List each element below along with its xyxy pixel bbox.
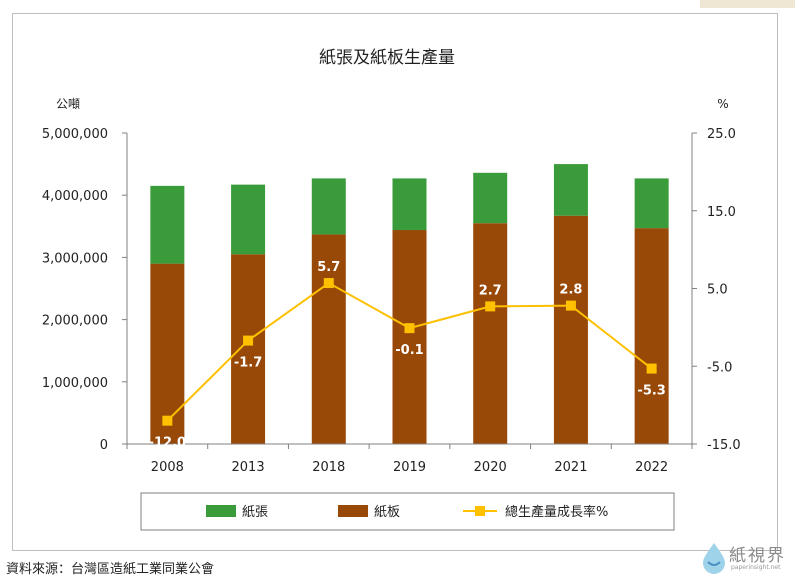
- left-tick-label: 5,000,000: [42, 127, 108, 142]
- growth-data-label-2022: -5.3: [637, 384, 665, 399]
- right-tick-label: -5.0: [707, 360, 732, 375]
- bar-layer: [150, 164, 669, 444]
- bar-paperboard-2019: [392, 230, 427, 444]
- bar-paper-2018: [311, 178, 346, 235]
- right-axis-unit: %: [717, 97, 728, 111]
- corner-decoration: [700, 0, 795, 8]
- growth-data-label-2008: -12.0: [149, 436, 186, 451]
- watermark-text: 紙視界: [729, 546, 786, 566]
- legend-marker-swatch: [475, 506, 485, 516]
- growth-marker-2021: [565, 300, 576, 311]
- bar-paperboard-2013: [231, 254, 266, 444]
- watermark-logo: 紙視界 paperinsight.net: [697, 540, 793, 574]
- axes-layer: 5,000,000 4,000,000 3,000,000 2,000,000 1,00…: [42, 127, 741, 475]
- legend-label: 紙板: [374, 505, 400, 520]
- right-tick-label: 15.0: [707, 205, 736, 220]
- growth-data-label-2013: -1.7: [234, 356, 262, 371]
- growth-marker-2019: [404, 323, 415, 334]
- legend-item-growth: 總生產量成長率%: [463, 504, 608, 520]
- bar-paper-2020: [473, 172, 508, 224]
- left-tick-label: 4,000,000: [42, 189, 108, 204]
- bar-paper-2008: [150, 185, 185, 264]
- growth-marker-2008: [162, 415, 173, 426]
- left-axis-unit: 公噸: [56, 97, 80, 111]
- x-tick-label-2020: 2020: [474, 460, 507, 475]
- growth-data-label-2020: 2.7: [479, 283, 502, 298]
- left-tick-label: 3,000,000: [42, 251, 108, 266]
- legend: 紙張 紙板 總生產量成長率%: [140, 492, 675, 531]
- bar-paper-2021: [553, 164, 588, 216]
- bar-paperboard-2008: [150, 263, 185, 444]
- bar-paperboard-2020: [473, 223, 508, 444]
- legend-item-paperboard: 紙板: [338, 505, 400, 520]
- legend-item-paper: 紙張: [206, 505, 268, 520]
- right-tick-label: -15.0: [707, 438, 741, 453]
- bar-paperboard-2018: [311, 234, 346, 444]
- bar-paperboard-2022: [634, 228, 669, 444]
- legend-label: 總生產量成長率%: [505, 504, 608, 520]
- watermark-url: paperinsight.net: [731, 564, 781, 571]
- source-note: 資料來源：台灣區造紙工業同業公會: [6, 562, 215, 577]
- bar-paperboard-2021: [553, 215, 588, 444]
- legend-color-swatch: [206, 505, 236, 517]
- legend-label: 紙張: [242, 505, 268, 520]
- watermark-drop-icon: [703, 543, 725, 574]
- x-tick-label-2019: 2019: [393, 460, 426, 475]
- bar-paper-2022: [634, 178, 669, 229]
- bar-paper-2013: [231, 184, 266, 255]
- growth-line-layer: -12.0 -1.7 5.7 -0.1 2.7 2.8 -5.3: [149, 260, 666, 451]
- chart-title: 紙張及紙板生產量: [319, 48, 455, 68]
- left-tick-label: 1,000,000: [42, 376, 108, 391]
- left-tick-label: 2,000,000: [42, 314, 108, 329]
- growth-data-label-2018: 5.7: [317, 260, 340, 275]
- right-tick-label: 25.0: [707, 127, 736, 142]
- left-tick-label: 0: [100, 438, 108, 453]
- growth-marker-2020: [485, 301, 496, 312]
- growth-data-label-2021: 2.8: [559, 283, 582, 298]
- x-tick-label-2018: 2018: [312, 460, 345, 475]
- growth-marker-2022: [646, 363, 657, 374]
- x-tick-label-2022: 2022: [635, 460, 668, 475]
- x-tick-label-2013: 2013: [232, 460, 265, 475]
- growth-data-label-2019: -0.1: [395, 343, 423, 358]
- x-tick-label-2008: 2008: [151, 460, 184, 475]
- x-tick-label-2021: 2021: [554, 460, 587, 475]
- bar-paper-2019: [392, 178, 427, 231]
- growth-marker-2013: [243, 335, 254, 346]
- right-tick-label: 5.0: [707, 283, 728, 298]
- growth-marker-2018: [323, 278, 334, 289]
- legend-color-swatch: [338, 505, 368, 517]
